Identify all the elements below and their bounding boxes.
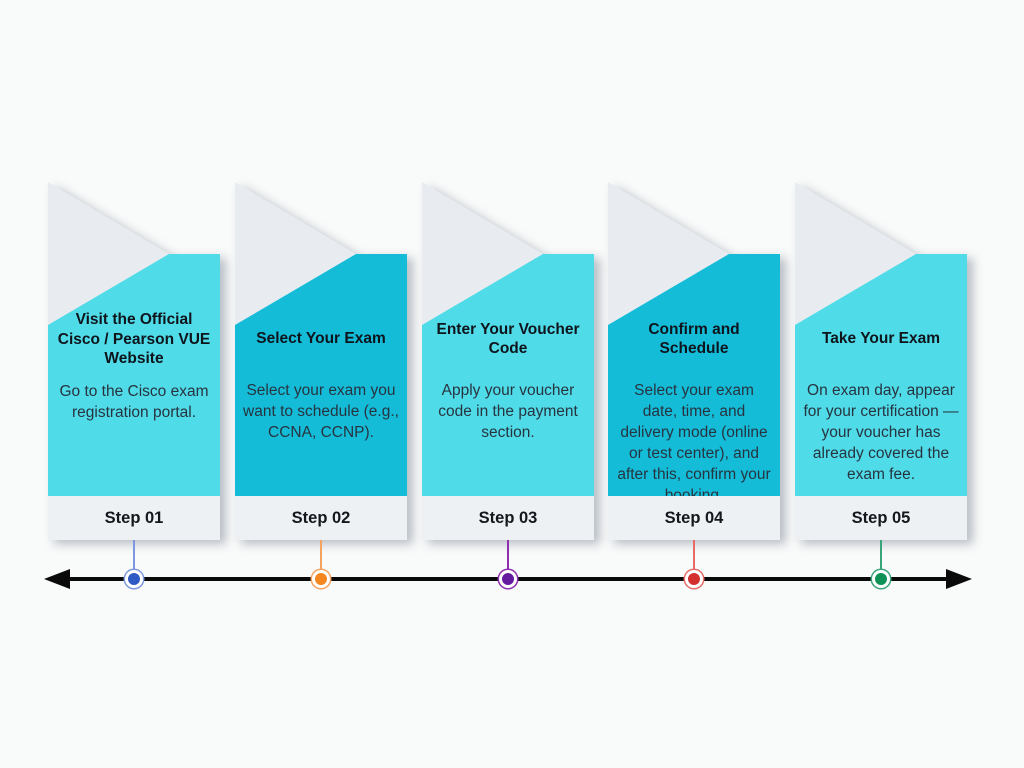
step-card-shape: Confirm and Schedule Select your exam da… [608,0,780,768]
step-card-shape: Visit the Official Cisco / Pearson VUE W… [48,0,220,768]
step-description: On exam day, appear for your certificati… [803,382,959,483]
step-title: Visit the Official Cisco / Pearson VUE W… [57,311,211,367]
step-label-box: Step 01 [48,496,220,540]
step-unit-3: Enter Your Voucher Code Apply your vouch… [422,0,594,768]
step-label-box: Step 04 [608,496,780,540]
step-label-box: Step 02 [235,496,407,540]
step-marker-dot [872,570,890,588]
step-description: Select your exam you want to schedule (e… [243,382,399,441]
step-label: Step 03 [478,508,538,527]
step-marker-dot [125,570,143,588]
step-connector-line [880,540,882,574]
step-description: Apply your voucher code in the payment s… [438,382,578,441]
step-card-shape: Select Your Exam Select your exam you wa… [235,0,407,768]
step-card-shape: Take Your Exam On exam day, appear for y… [795,0,967,768]
step-connector-line [507,540,509,574]
step-description: Select your exam date, time, and deliver… [617,382,771,496]
step-card: Visit the Official Cisco / Pearson VUE W… [48,254,220,496]
step-connector-line [693,540,695,574]
step-marker-dot [685,570,703,588]
step-title: Enter Your Voucher Code [436,320,580,358]
step-title: Take Your Exam [821,330,941,348]
step-unit-5: Take Your Exam On exam day, appear for y… [795,0,967,768]
step-card-shape: Enter Your Voucher Code Apply your vouch… [422,0,594,768]
step-unit-4: Confirm and Schedule Select your exam da… [608,0,780,768]
step-title: Select Your Exam [256,330,386,348]
step-label: Step 01 [104,508,164,527]
timeline-left-arrow-icon [44,569,70,589]
step-label: Step 05 [851,508,911,527]
step-label: Step 04 [664,508,724,527]
step-label: Step 02 [291,508,351,527]
step-unit-2: Select Your Exam Select your exam you wa… [235,0,407,768]
step-marker-dot [312,570,330,588]
step-title: Confirm and Schedule [648,320,740,358]
step-marker-dot [499,570,517,588]
timeline-right-arrow-icon [946,569,972,589]
step-unit-1: Visit the Official Cisco / Pearson VUE W… [48,0,220,768]
step-connector-line [320,540,322,574]
step-description: Go to the Cisco exam registration portal… [59,382,209,421]
step-label-box: Step 05 [795,496,967,540]
step-connector-line [133,540,135,574]
step-label-box: Step 03 [422,496,594,540]
